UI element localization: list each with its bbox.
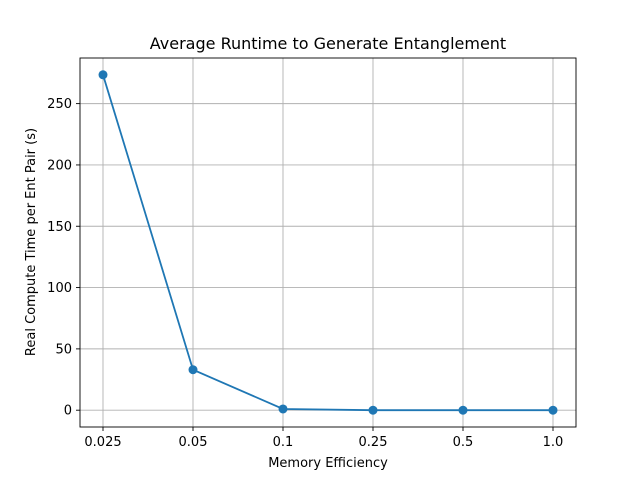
x-axis-label: Memory Efficiency — [268, 456, 388, 471]
y-tick-label: 150 — [47, 220, 72, 235]
data-point — [98, 70, 108, 80]
y-tick-label: 250 — [47, 97, 72, 112]
y-tick-label: 0 — [64, 404, 72, 419]
x-tick-label: 0.5 — [453, 435, 474, 450]
data-series — [98, 70, 558, 415]
y-tick-label: 100 — [47, 281, 72, 296]
plot-frame — [79, 57, 577, 428]
data-point — [188, 365, 198, 375]
x-tick-label: 0.05 — [179, 435, 208, 450]
x-axis-ticks: 0.025 0.05 0.1 0.25 0.5 1.0 — [84, 427, 563, 450]
x-tick-label: 0.025 — [84, 435, 121, 450]
data-point — [278, 404, 288, 414]
x-tick-label: 0.1 — [273, 435, 294, 450]
grid-lines — [80, 58, 576, 427]
x-tick-label: 0.25 — [359, 435, 388, 450]
series-line — [102, 74, 553, 412]
data-point — [458, 405, 468, 415]
y-tick-label: 50 — [55, 342, 72, 357]
y-tick-label: 200 — [47, 158, 72, 173]
y-axis-ticks: 0 50 100 150 200 250 — [47, 97, 80, 419]
chart-title: Average Runtime to Generate Entanglement — [150, 34, 506, 53]
data-point — [548, 405, 558, 415]
data-point — [368, 405, 378, 415]
y-axis-label: Real Compute Time per Ent Pair (s) — [24, 128, 39, 356]
x-tick-label: 1.0 — [543, 435, 564, 450]
